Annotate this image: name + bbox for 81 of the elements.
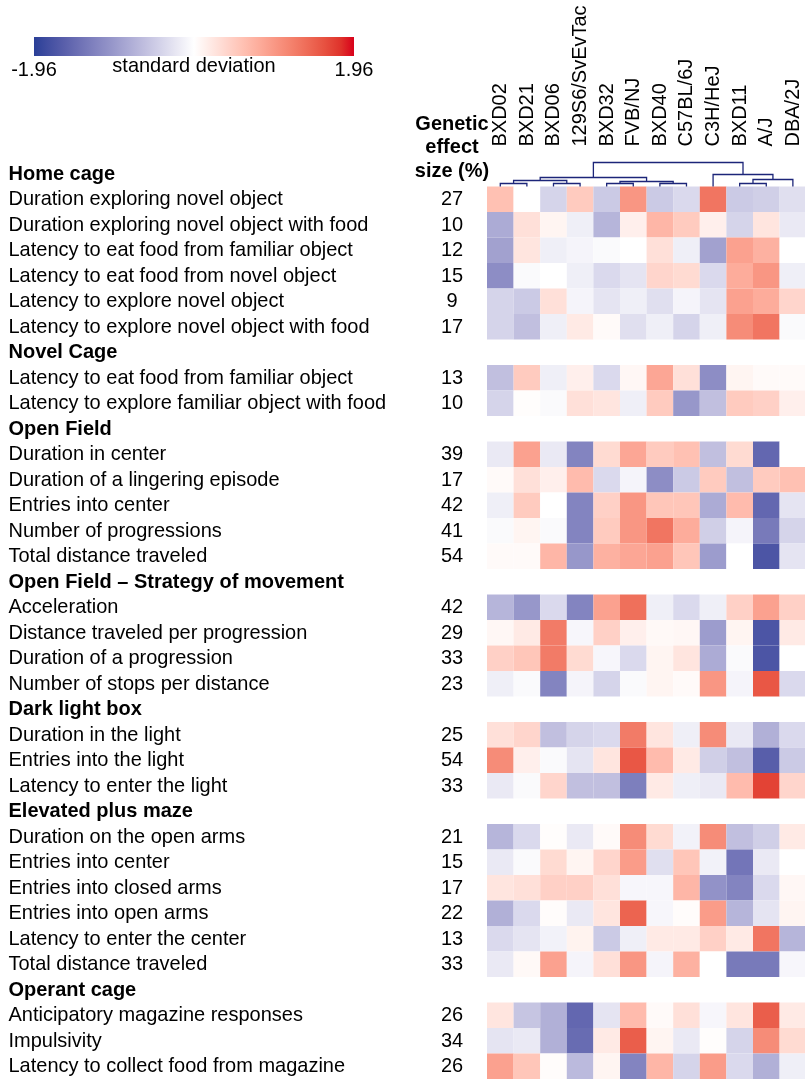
y-tick-label: Duration exploring novel object with food	[8, 212, 369, 235]
x-tick-label: C57BL/6J	[674, 58, 697, 147]
y-tick-label: Duration of a progression	[8, 646, 233, 669]
y2-tick-label: 42	[440, 595, 464, 618]
y-tick-label: Latency to enter the center	[8, 926, 247, 949]
y-tick-label: Home cage	[8, 161, 116, 184]
y-tick-label: Entries into center	[8, 493, 170, 516]
y-tick-label: Duration on the open arms	[8, 824, 246, 847]
y2-tick-label: 25	[440, 722, 464, 745]
y-tick-label: Novel Cage	[8, 340, 118, 363]
y2-tick-label: 29	[440, 620, 464, 643]
y-tick-label: Duration exploring novel object	[8, 187, 284, 210]
y-tick-label: Latency to eat food from familiar object	[8, 365, 354, 388]
y-tick-label: Latency to eat food from novel object	[8, 263, 337, 286]
y2-tick-label: 54	[440, 748, 464, 771]
y2-tick-label: 33	[440, 773, 464, 796]
y-tick-label: Entries into open arms	[8, 901, 209, 924]
x-tick-label: BXD02	[488, 83, 511, 147]
y2-tick-label: 27	[440, 187, 464, 210]
y-tick-label: Acceleration	[8, 595, 119, 618]
y2-tick-label: 21	[440, 824, 464, 847]
y-tick-label: Entries into the light	[8, 748, 185, 771]
y2-tick-label: 13	[440, 365, 464, 388]
color-bar-title: standard deviation	[112, 54, 276, 77]
y-tick-label: Impulsivity	[8, 1028, 102, 1051]
y-tick-label: Duration of a lingering episode	[8, 467, 280, 490]
y2-tick-label: 10	[440, 391, 464, 414]
y-tick-label: Open Field – Strategy of movement	[8, 569, 345, 592]
y-tick-label: Open Field	[8, 416, 112, 439]
y-tick-label: Latency to eat food from familiar object	[8, 238, 354, 261]
y-tick-label: Number of progressions	[8, 518, 222, 541]
y-tick-label: Operant cage	[8, 977, 137, 1000]
color-bar-label: -1.96	[11, 58, 57, 81]
y-tick-label: Dark light box	[8, 697, 142, 720]
x-tick-label: BXD40	[647, 83, 670, 147]
y2-tick-label: 12	[440, 238, 464, 261]
y2-tick-label: 23	[440, 671, 464, 694]
y-tick-label: Latency to explore novel object with food	[8, 314, 370, 337]
y-tick-label: Latency to explore familiar object with food	[8, 391, 387, 414]
y2-tick-label: 15	[440, 850, 464, 873]
y-tick-label: Number of stops per distance	[8, 671, 270, 694]
y2-axis-title: Genetic effect size (%)	[414, 111, 490, 182]
y-tick-label: Duration in the light	[8, 722, 182, 745]
y2-tick-label: 34	[440, 1028, 464, 1051]
y-tick-label: Duration in center	[8, 442, 167, 465]
y-tick-label: Anticipatory magazine responses	[8, 1003, 303, 1026]
y-tick-label: Total distance traveled	[8, 544, 208, 567]
y2-tick-label: 41	[440, 518, 464, 541]
y-tick-label: Elevated plus maze	[8, 799, 193, 822]
x-tick-label: FVB/NJ	[621, 77, 644, 147]
y2-tick-label: 13	[440, 926, 464, 949]
color-bar-label: 1.96	[334, 58, 374, 81]
y2-tick-label: 17	[440, 875, 464, 898]
y2-tick-label: 15	[440, 263, 464, 286]
y2-tick-label: 17	[440, 314, 464, 337]
x-tick-label: 129S6/SvEvTac	[568, 5, 591, 147]
y2-tick-label: 9	[446, 289, 458, 312]
y-tick-label: Latency to explore novel object	[8, 289, 285, 312]
y-tick-label: Entries into closed arms	[8, 875, 222, 898]
x-tick-label: BXD21	[514, 83, 537, 147]
y2-tick-label: 26	[440, 1054, 464, 1077]
y2-tick-label: 26	[440, 1003, 464, 1026]
y2-tick-label: 39	[440, 442, 464, 465]
y-tick-label: Latency to enter the light	[8, 773, 228, 796]
y2-tick-label: 10	[440, 212, 464, 235]
y-tick-label: Total distance traveled	[8, 952, 208, 975]
y2-tick-label: 33	[440, 646, 464, 669]
x-tick-label: BXD32	[594, 83, 617, 147]
x-tick-label: BXD06	[541, 83, 564, 147]
x-tick-label: BXD11	[727, 84, 750, 147]
x-tick-label: A/J	[754, 117, 777, 147]
y-tick-label: Latency to collect food from magazine	[8, 1054, 346, 1077]
y2-tick-label: 33	[440, 952, 464, 975]
y2-tick-label: 54	[440, 544, 464, 567]
y2-tick-label: 17	[440, 467, 464, 490]
y2-tick-label: 22	[440, 901, 464, 924]
y-tick-label: Distance traveled per progression	[8, 620, 308, 643]
x-tick-label: C3H/HeJ	[701, 65, 724, 147]
x-tick-label: DBA/2J	[780, 78, 803, 147]
y2-tick-label: 42	[440, 493, 464, 516]
y-tick-label: Entries into center	[8, 850, 170, 873]
